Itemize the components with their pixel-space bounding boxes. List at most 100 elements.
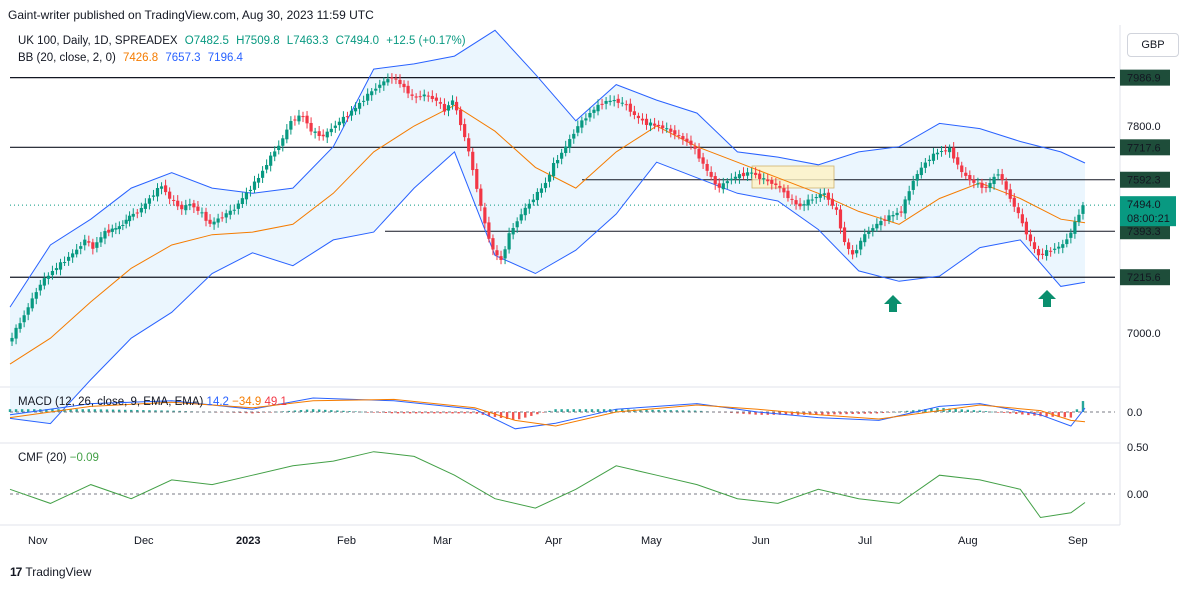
candle-body xyxy=(673,130,677,135)
x-tick-label: 2023 xyxy=(236,535,260,547)
candle-body xyxy=(507,233,511,250)
candle-body xyxy=(758,173,762,179)
candle-body xyxy=(99,237,103,243)
footer-brand: TradingView xyxy=(25,565,92,579)
currency-button[interactable]: GBP xyxy=(1127,33,1179,57)
macd-line xyxy=(9,397,1086,430)
macd-histogram-bar xyxy=(33,409,36,412)
candle-body xyxy=(701,157,705,164)
macd-histogram-bar xyxy=(1009,412,1012,414)
macd-histogram-bar xyxy=(463,412,466,414)
macd-histogram-bar xyxy=(742,412,745,414)
high-value: H7509.8 xyxy=(236,35,280,47)
candle-body xyxy=(265,164,269,170)
candle-body xyxy=(572,133,576,139)
consolidation-box[interactable] xyxy=(751,165,835,189)
candle-body xyxy=(798,203,802,207)
x-tick-label: Nov xyxy=(28,535,48,547)
cmf-legend[interactable]: CMF (20) −0.09 xyxy=(18,452,99,464)
x-tick-label: Dec xyxy=(134,535,154,547)
candle-body xyxy=(725,181,729,184)
candle-body xyxy=(952,147,956,159)
candle-body xyxy=(110,228,114,232)
up-arrow-icon[interactable] xyxy=(1038,290,1056,307)
candle-body xyxy=(180,204,184,210)
macd-legend[interactable]: MACD (12, 26, close, 9, EMA, EMA) 14.2 −… xyxy=(18,396,287,408)
macd-histogram-bar xyxy=(863,412,866,414)
candle-body xyxy=(479,188,483,206)
candle-body xyxy=(305,115,309,124)
candle-body xyxy=(1049,250,1053,252)
candle-body xyxy=(1040,253,1045,255)
bb-upper-line xyxy=(9,29,1086,308)
up-arrow-icon[interactable] xyxy=(884,295,902,312)
candle-body xyxy=(535,191,539,201)
candle-body xyxy=(891,214,895,217)
bb-legend[interactable]: BB (20, close, 2, 0) 7426.8 7657.3 7196.… xyxy=(18,52,247,64)
macd-histogram-bar xyxy=(590,409,594,412)
candle-body xyxy=(117,226,121,230)
macd-histogram-bar xyxy=(936,407,939,412)
candle-body xyxy=(273,151,277,157)
candle-body xyxy=(337,121,341,126)
candle-body xyxy=(867,231,871,234)
candle-body xyxy=(212,221,216,225)
macd-histogram-bar xyxy=(699,410,703,412)
macd-histogram-bar xyxy=(760,412,763,415)
macd-histogram-bar xyxy=(45,409,48,412)
candle-body xyxy=(652,123,657,126)
macd-histogram-bar xyxy=(518,412,521,420)
candle-body xyxy=(810,199,814,201)
macd-histogram-bar xyxy=(536,412,539,415)
macd-histogram-bar xyxy=(972,410,976,412)
macd-histogram-bar xyxy=(81,409,84,412)
candle-body xyxy=(689,140,693,145)
macd-histogram-bar xyxy=(821,412,824,415)
candle-body xyxy=(669,128,673,132)
candle-body xyxy=(560,152,564,159)
candle-body xyxy=(749,172,754,174)
macd-histogram-bar xyxy=(378,412,381,413)
candle-body xyxy=(531,199,535,203)
macd-histogram-bar xyxy=(839,412,842,415)
macd-histogram-bar xyxy=(851,412,854,415)
candle-body xyxy=(1069,232,1073,238)
candle-body xyxy=(454,101,459,111)
candle-body xyxy=(871,228,875,231)
candle-body xyxy=(349,110,354,116)
candle-body xyxy=(915,174,919,181)
x-tick-label: May xyxy=(641,535,662,547)
symbol-legend[interactable]: UK 100, Daily, 1D, SPREADEX O7482.5 H750… xyxy=(18,35,470,47)
candle-body xyxy=(163,185,168,193)
macd-histogram-bar xyxy=(130,409,133,412)
candle-body xyxy=(390,77,394,79)
candle-body xyxy=(943,150,948,152)
candle-body xyxy=(357,102,362,109)
candle-body xyxy=(705,163,709,171)
macd-histogram-bar xyxy=(99,409,103,412)
macd-histogram-bar xyxy=(960,409,963,412)
candle-body xyxy=(661,125,665,129)
candle-body xyxy=(127,215,132,222)
candle-body xyxy=(353,107,358,112)
candle-body xyxy=(124,219,128,224)
candle-body xyxy=(471,151,475,171)
candle-body xyxy=(693,146,697,149)
candle-body xyxy=(14,327,18,339)
macd-histogram-bar xyxy=(1027,412,1030,416)
macd-histogram-bar xyxy=(748,412,751,415)
candle-body xyxy=(1036,249,1041,256)
candle-body xyxy=(665,128,669,130)
candle-body xyxy=(398,79,402,85)
candle-body xyxy=(604,100,608,104)
candle-body xyxy=(1032,242,1037,250)
open-value: O7482.5 xyxy=(184,35,229,47)
candle-body xyxy=(1024,221,1029,235)
macd-histogram-bar xyxy=(1063,412,1066,418)
candle-body xyxy=(71,253,75,258)
candle-body xyxy=(430,95,434,99)
candle-body xyxy=(935,152,940,155)
candle-body xyxy=(22,315,26,323)
macd-histogram-bar xyxy=(1002,412,1006,413)
